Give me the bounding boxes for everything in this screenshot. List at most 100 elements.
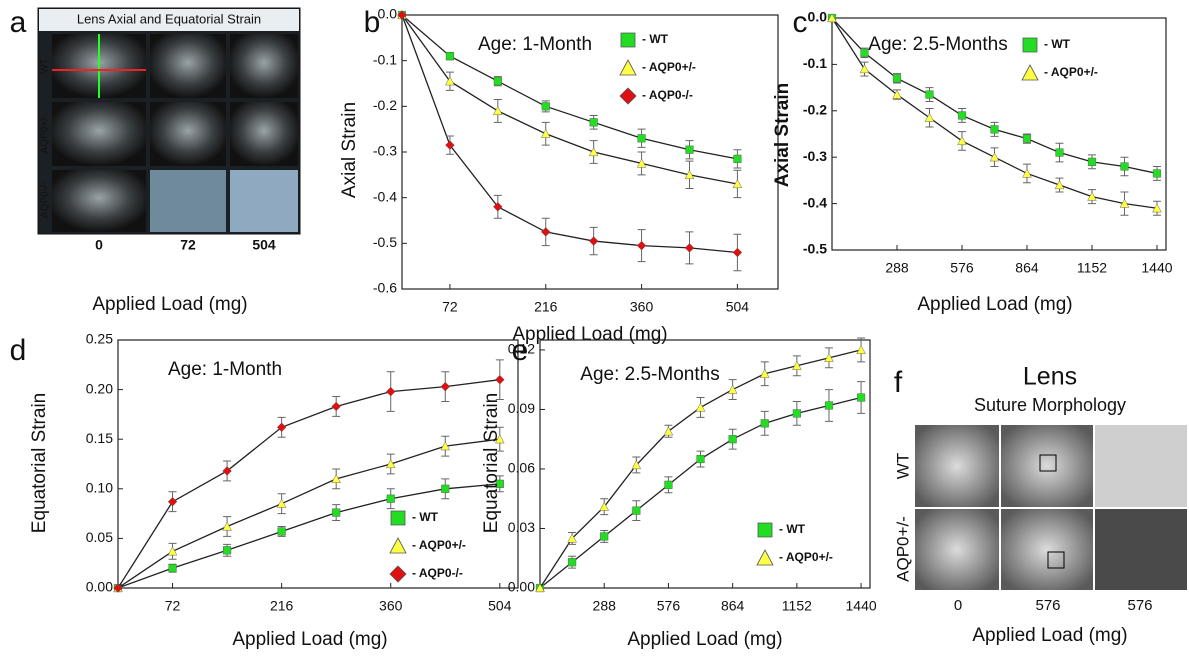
marker [732,247,743,258]
marker [1055,148,1064,157]
y-tick-label: -0.3 [373,143,397,159]
y-tick-label: 0.03 [508,519,535,535]
y-tick-label: -0.1 [803,55,827,71]
x-tick-label: 1152 [1077,260,1107,276]
plot-frame [539,339,871,589]
legend-label: - WT [642,32,669,46]
marker [1022,168,1032,178]
marker [223,546,232,555]
marker [493,77,502,86]
panel-label: c [793,6,808,39]
marker [684,243,695,253]
legend-label: - AQP0-/- [642,88,693,102]
marker [636,240,647,251]
legend-label: - WT [779,522,806,536]
y-tick-label: -0.3 [803,148,827,164]
marker [445,76,455,86]
y-tick-label: 0.20 [86,380,113,396]
marker [222,521,232,531]
marker [859,64,870,74]
x-tick-label: 864 [1015,260,1039,276]
lens-image [230,102,298,166]
series-line [117,483,500,589]
label: Suture Morphology [974,395,1126,415]
marker [792,360,802,370]
label: WT [893,453,912,479]
x-tick-label: 216 [534,299,558,315]
y-tick-label: -0.1 [373,51,397,67]
label: AQP0+/- [40,115,51,154]
series-line [401,14,738,185]
suture-image [1095,509,1187,590]
marker [1054,180,1065,190]
y-tick-label: -0.2 [803,102,827,118]
lens-image [150,102,226,166]
marker [222,466,232,476]
y-tick-label: -0.4 [803,194,827,210]
marker [989,152,1000,162]
label: Lens [1023,363,1077,391]
y-tick-label: 0.0 [808,9,828,25]
y-tick-label: -0.4 [373,188,397,204]
marker [493,202,503,212]
x-tick-label: 504 [726,299,750,315]
series-line [401,14,738,160]
marker [385,459,396,469]
suture-image [915,509,999,590]
marker [568,558,577,567]
marker [541,102,550,111]
marker [386,386,396,397]
legend-label: - WT [412,510,439,524]
marker [541,227,551,237]
legend-label: - WT [1044,37,1071,51]
x-tick-label: 1440 [846,598,877,614]
suture-image [915,425,999,507]
legend-label: - AQP0+/- [1044,65,1098,79]
marker [957,111,967,120]
label: 0 [95,237,103,253]
marker [990,125,999,134]
marker [495,434,505,444]
y-axis-label: Equatorial Strain [481,393,502,533]
label: 576 [1127,597,1152,614]
panel-label: d [10,334,27,367]
chart: b Age: 1-Month Applied Load (mg) Axial Stra… [339,6,779,345]
lens-image [52,170,146,232]
legend-marker [756,549,774,566]
x-axis-label: Applied Load (mg) [232,629,387,650]
marker [332,508,341,517]
marker [277,527,286,536]
marker [445,52,454,61]
label: f [894,366,903,399]
legend-marker [389,537,407,554]
legend-marker [619,87,637,105]
label: 576 [1035,597,1060,614]
marker [588,147,599,157]
marker [331,474,341,483]
marker [445,140,455,150]
x-axis-label: Applied Load (mg) [917,294,1072,315]
x-axis-label: Applied Load (mg) [627,629,782,650]
panel-a-images [37,7,301,235]
legend-label: - AQP0+/- [642,60,696,74]
suture-image [1001,425,1093,507]
marker [664,480,673,489]
series-line [117,379,500,589]
y-tick-label: 0.09 [508,400,535,416]
y-tick-label: 0.25 [86,331,113,347]
y-tick-label: 0.0 [378,6,398,22]
marker [636,158,647,168]
marker [600,532,609,541]
annotation: Age: 2.5-Months [580,364,719,385]
y-tick-label: 0.00 [86,579,113,595]
suture-image [1001,509,1093,590]
marker [441,484,450,493]
marker [1087,191,1097,201]
annotation: Age: 1-Month [478,34,592,55]
label: a [10,6,27,39]
marker [759,368,770,378]
plot-frame [401,14,779,290]
marker [792,409,801,418]
zoom-box [1039,454,1057,472]
annotation: Age: 1-Month [168,359,282,380]
